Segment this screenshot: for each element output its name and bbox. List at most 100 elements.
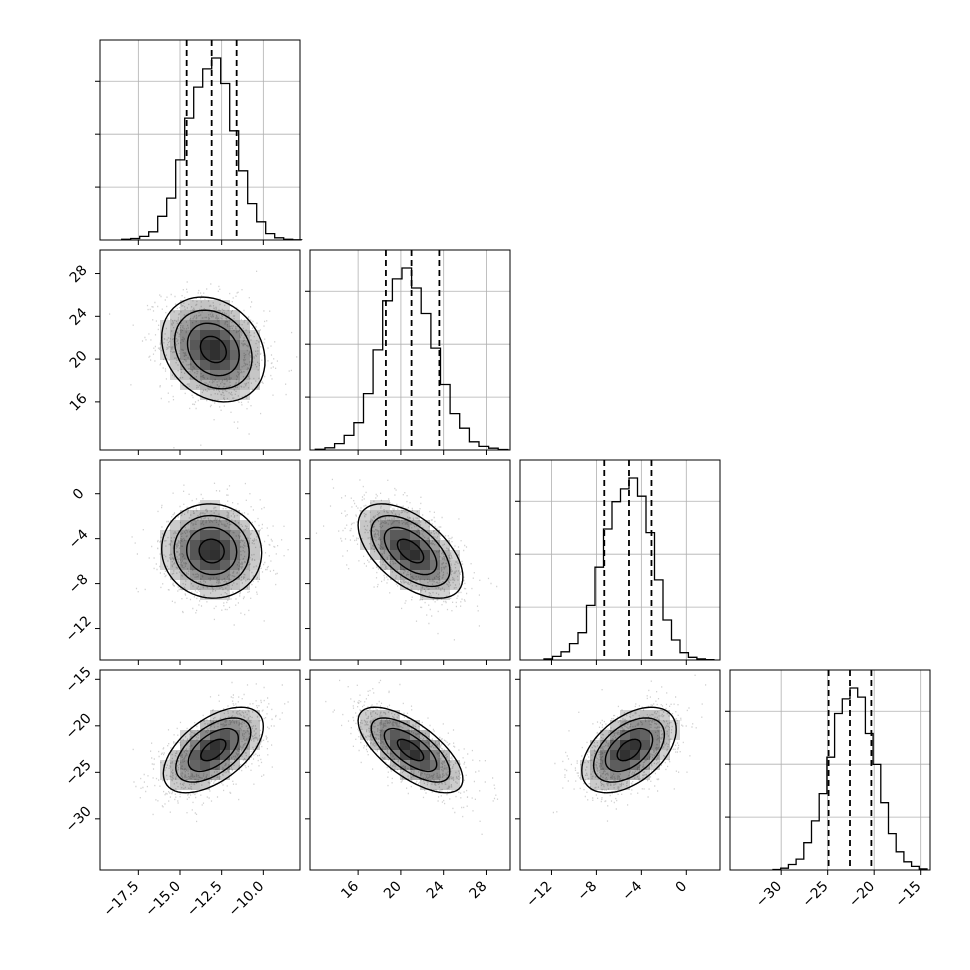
contour-line [616,738,642,762]
density-cell [170,530,180,540]
density-cell [400,580,410,590]
y-tick-label: −12 [63,613,95,645]
density-cell [240,540,250,550]
density-cell [400,730,410,740]
panel-frame [519,459,721,661]
density-cell [220,720,230,730]
contour-line [200,738,227,762]
density-cell [620,780,630,790]
density-cell [200,750,210,760]
density-cell [240,730,250,740]
density-cell [220,520,230,530]
panel-frame [309,669,511,871]
panel-content [132,681,289,823]
contour-line [592,717,666,783]
density-cell [420,530,430,540]
density-cell [180,580,190,590]
density-cell [430,590,440,600]
density-cell [650,710,660,720]
density-cell [180,560,190,570]
density-cell [240,710,250,720]
x-tick-label: 28 [467,878,491,902]
density-cell [250,730,260,740]
x-tick-label: −15 [892,878,924,910]
density-cell [230,580,240,590]
density-cell [210,520,220,530]
x-tick-label: −25 [799,878,831,910]
density-cell [200,720,210,730]
density-cell [610,730,620,740]
density-cell [210,590,220,600]
density-cell [210,390,220,400]
density-cell [610,720,620,730]
density-cell [230,320,240,330]
density-cell [370,530,380,540]
density-cell [170,350,180,360]
density-cell [370,720,380,730]
scatter-panel-p0-p3 [99,669,301,871]
density-cell [210,720,220,730]
scatter-points [552,674,707,822]
density-cell [380,740,390,750]
density-cell [400,550,410,560]
density-cell [400,530,410,540]
x-tick-label: 0 [673,878,691,896]
density-cell [390,730,400,740]
density-cell [420,560,430,570]
density-cell [220,750,230,760]
density-cell [200,300,210,310]
y-tick-label: −8 [66,571,92,597]
density-cell [590,760,600,770]
density-cell [210,740,220,750]
density-cell [220,510,230,520]
density-cell [200,530,210,540]
contour-line [199,335,228,364]
contour-line [370,514,451,588]
scatter-panel-p1-p2 [309,459,511,661]
density-cell [190,370,200,380]
density-cell [380,560,390,570]
density-cell [240,750,250,760]
density-cell [210,560,220,570]
density-cell [440,770,450,780]
density-cell [170,770,180,780]
density-cell [390,760,400,770]
density-cell [230,350,240,360]
density-cell [220,710,230,720]
density-cell [220,390,230,400]
density-cell [380,710,390,720]
density-cell [410,510,420,520]
density-cell [630,720,640,730]
density-cell [170,570,180,580]
density-cell [360,530,370,540]
contour-line [383,727,438,773]
x-tick-label: −8 [574,878,600,904]
density-cell [220,340,230,350]
density-cell [230,310,240,320]
density-cell [660,720,670,730]
density-cell [180,360,190,370]
density-cell [620,760,630,770]
density-cell [190,550,200,560]
density-cell [410,720,420,730]
scatter-panel-p2-p3 [519,669,721,871]
density-cell [190,360,200,370]
density-cell [600,730,610,740]
density-cell [230,570,240,580]
contour-line [160,503,263,599]
density-cell [390,560,400,570]
density-cell [400,740,410,750]
density-cell [420,780,430,790]
x-tick-label: −10.0 [226,878,268,920]
contour-line [604,727,654,773]
density-cell [210,350,220,360]
density-cell [410,580,420,590]
density-cell [220,740,230,750]
histogram-panel-p3 [725,669,931,871]
density-cell [640,760,650,770]
density-cell [580,760,590,770]
density-cell [210,380,220,390]
density-cell [610,760,620,770]
density-cell [440,580,450,590]
density-cell [380,750,390,760]
